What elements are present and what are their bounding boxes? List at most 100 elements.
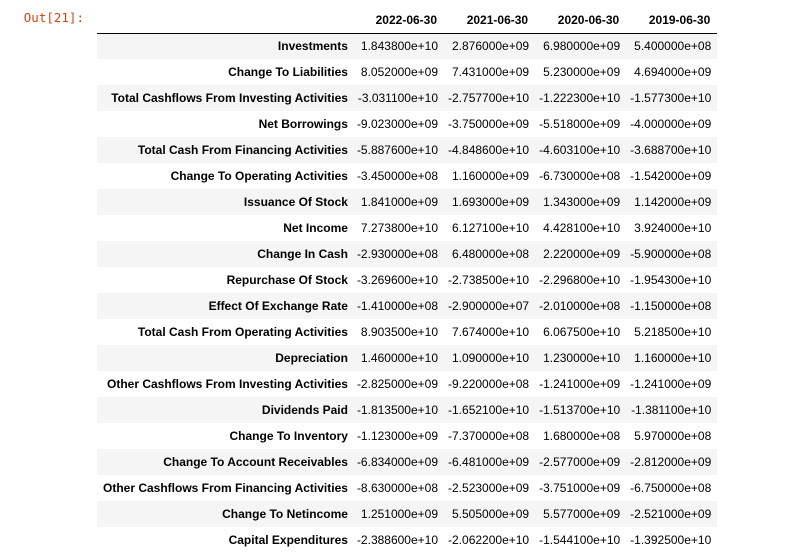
table-cell: -2.825000e+09 <box>356 377 439 391</box>
header-row: 2022-06-30 2021-06-30 2020-06-30 2019-06… <box>97 7 718 34</box>
table-cell: -1.652100e+10 <box>448 403 530 417</box>
table-cell: 1.343000e+09 <box>543 195 621 209</box>
table-cell: -6.834000e+09 <box>356 455 439 469</box>
table-cell: 1.160000e+09 <box>452 169 530 183</box>
table-cell: -2.738500e+10 <box>448 273 530 287</box>
output-prompt: Out[21]: <box>23 10 84 25</box>
table-cell: -3.751000e+09 <box>539 481 621 495</box>
table-row: Change To Inventory -1.123000e+09 -7.37000… <box>97 423 718 449</box>
table-cell: 6.980000e+09 <box>543 39 621 54</box>
table-cell: -1.241000e+09 <box>539 377 621 391</box>
row-label: Change To Account Receivables <box>163 455 348 469</box>
table-cell: -1.513700e+10 <box>539 403 621 417</box>
table-row: Net Borrowings -9.023000e+09 -3.750000e+09… <box>97 111 718 137</box>
table-cell: 5.230000e+09 <box>543 65 621 79</box>
table-row: Investments 1.843800e+10 2.876000e+09 6.980… <box>97 33 718 59</box>
table-cell: 5.218500e+10 <box>634 325 712 339</box>
table-cell: -1.577300e+10 <box>630 91 712 105</box>
table-cell: 1.251000e+09 <box>360 507 439 521</box>
index-header <box>97 7 353 34</box>
table-row: Total Cash From Operating Activities 8.90… <box>97 319 718 345</box>
table-cell: -1.222300e+10 <box>539 91 621 105</box>
row-label: Other Cashflows From Financing Activitie… <box>103 481 348 495</box>
table-cell: -2.523000e+09 <box>448 481 530 495</box>
table-header: 2022-06-30 2021-06-30 2020-06-30 2019-06… <box>97 7 718 34</box>
table-cell: -3.269600e+10 <box>356 273 439 287</box>
row-label: Change To Netincome <box>222 507 348 521</box>
table-row: Change To Netincome 1.251000e+09 5.505000e… <box>97 501 718 527</box>
table-cell: -6.750000e+08 <box>630 481 712 495</box>
table-cell: 1.843800e+10 <box>360 39 439 54</box>
table-cell: 5.505000e+09 <box>452 507 530 521</box>
table-cell: -4.848600e+10 <box>448 143 530 157</box>
table-cell: -4.000000e+09 <box>630 117 712 131</box>
table-cell: -3.031100e+10 <box>357 91 439 105</box>
table-cell: 1.460000e+10 <box>360 351 439 365</box>
row-label: Total Cashflows From Investing Activitie… <box>111 91 348 105</box>
table-cell: -9.220000e+08 <box>448 377 530 391</box>
table-cell: -2.062200e+10 <box>448 533 530 547</box>
table-cell: 1.142000e+09 <box>634 195 712 209</box>
table-cell: 1.841000e+09 <box>360 195 439 209</box>
table-cell: -2.900000e+07 <box>448 299 530 313</box>
table-row: Change To Operating Activities -3.450000e… <box>97 163 718 189</box>
table-cell: -1.392500e+10 <box>630 533 712 547</box>
table-row: Dividends Paid -1.813500e+10 -1.652100e+10… <box>97 397 718 423</box>
table-cell: -1.410000e+08 <box>356 299 439 313</box>
table-cell: 1.090000e+10 <box>452 351 530 365</box>
row-label: Total Cash From Operating Activities <box>137 325 348 339</box>
table-cell: 8.903500e+10 <box>360 325 439 339</box>
row-label: Repurchase Of Stock <box>226 273 348 287</box>
table-cell: -9.023000e+09 <box>356 117 439 131</box>
table-cell: -2.296800e+10 <box>539 273 621 287</box>
table-row: Change To Liabilities 8.052000e+09 7.43100… <box>97 59 718 85</box>
table-cell: 3.924000e+10 <box>634 221 712 235</box>
table-cell: 7.273800e+10 <box>360 221 439 235</box>
table-row: Depreciation 1.460000e+10 1.090000e+10 1.23… <box>97 345 718 371</box>
table-cell: 7.674000e+10 <box>452 325 530 339</box>
table-cell: -7.370000e+08 <box>448 429 530 443</box>
table-cell: -6.730000e+08 <box>539 169 621 183</box>
table-cell: 1.693000e+09 <box>452 195 530 209</box>
row-label: Capital Expenditures <box>228 533 348 547</box>
row-label: Change To Operating Activities <box>170 169 348 183</box>
table-row: Other Cashflows From Financing Activitie… <box>97 475 718 501</box>
table-row: Capital Expenditures -2.388600e+10 -2.0622… <box>97 527 718 553</box>
table-cell: -1.954300e+10 <box>630 273 712 287</box>
table-cell: 4.694000e+09 <box>634 65 712 79</box>
table-cell: -5.518000e+09 <box>539 117 621 131</box>
table-cell: 6.127100e+10 <box>452 221 530 235</box>
table-cell: -2.930000e+08 <box>356 247 439 261</box>
row-label: Other Cashflows From Investing Activitie… <box>107 377 348 391</box>
table-cell: -1.381100e+10 <box>631 403 712 417</box>
table-cell: -1.241000e+09 <box>630 377 712 391</box>
table-cell: -1.150000e+08 <box>630 299 712 313</box>
table-cell: 2.220000e+09 <box>543 247 621 261</box>
row-label: Change In Cash <box>257 247 348 261</box>
row-label: Investments <box>277 39 348 54</box>
table-cell: -2.757700e+10 <box>448 91 530 105</box>
table-cell: 6.067500e+10 <box>543 325 621 339</box>
row-label: Net Borrowings <box>258 117 348 131</box>
table-cell: 2.876000e+09 <box>452 39 530 54</box>
table-cell: -6.481000e+09 <box>448 455 530 469</box>
table-cell: -2.010000e+08 <box>539 299 621 313</box>
table-cell: -1.544100e+10 <box>539 533 621 547</box>
table-row: Effect Of Exchange Rate -1.410000e+08 -2.9… <box>97 293 718 319</box>
table-cell: -1.813500e+10 <box>356 403 439 417</box>
row-label: Effect Of Exchange Rate <box>208 299 348 313</box>
table-cell: 5.577000e+09 <box>543 507 621 521</box>
row-label: Change To Inventory <box>229 429 348 443</box>
table-row: Issuance Of Stock 1.841000e+09 1.693000e+0… <box>97 189 718 215</box>
row-label: Issuance Of Stock <box>243 195 348 209</box>
table-cell: 5.400000e+08 <box>634 39 712 54</box>
dataframe-output: 2022-06-30 2021-06-30 2020-06-30 2019-06… <box>97 7 718 553</box>
table-cell: -5.887600e+10 <box>356 143 439 157</box>
table-cell: 5.970000e+08 <box>634 429 712 443</box>
table-cell: 1.680000e+08 <box>543 429 621 443</box>
table-row: Total Cash From Financing Activities -5.8… <box>97 137 718 163</box>
table-cell: -8.630000e+08 <box>356 481 439 495</box>
row-label: Change To Liabilities <box>228 65 348 79</box>
table-cell: -1.542000e+09 <box>630 169 712 183</box>
column-header: 2019-06-30 <box>626 7 718 34</box>
